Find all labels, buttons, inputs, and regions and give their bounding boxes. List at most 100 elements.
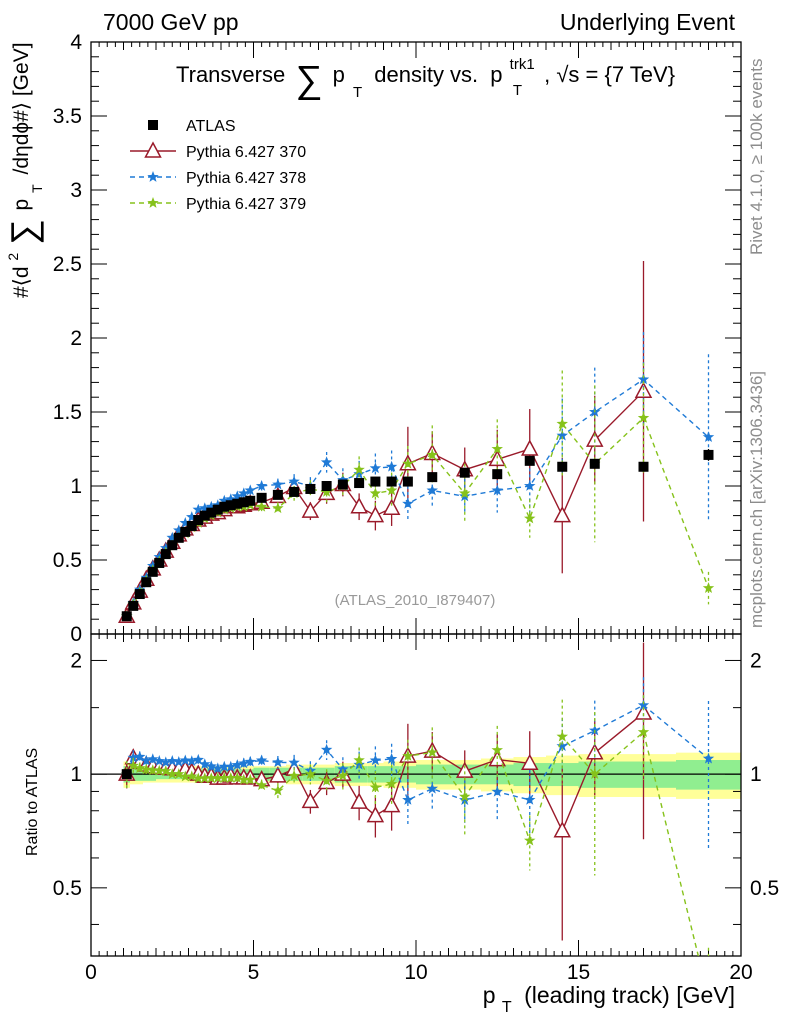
atlas-point — [147, 566, 158, 577]
p378-point — [255, 480, 268, 491]
p378-point — [385, 752, 398, 764]
p378-point — [402, 497, 414, 509]
p378-point — [369, 754, 382, 766]
xlabel-t: T — [502, 999, 512, 1016]
p379-point — [304, 768, 317, 779]
p370-point — [634, 703, 653, 720]
p378-point — [702, 752, 715, 764]
p378-point — [199, 758, 211, 770]
p378-point — [205, 760, 217, 772]
p379-point — [205, 772, 217, 784]
x-tick-label: 10 — [404, 961, 427, 984]
p378-point — [353, 758, 365, 770]
y-tick-label: 2 — [70, 327, 82, 350]
atlas-point — [256, 492, 267, 503]
p378-line — [126, 378, 709, 617]
p379-point — [556, 730, 568, 742]
legend-label-p379: Pythia 6.427 379 — [186, 196, 306, 213]
atlas-point — [160, 549, 171, 560]
p379-point — [179, 770, 191, 782]
p378-point — [186, 755, 198, 766]
p379-point — [459, 790, 471, 802]
atlas-point — [321, 481, 332, 491]
atlas-point — [557, 461, 568, 472]
p378-point — [637, 699, 650, 711]
p378-point — [166, 755, 178, 766]
p378-point — [173, 524, 185, 536]
title-part-c: , √s = {7 TeV} — [544, 62, 675, 87]
p379-point — [524, 834, 536, 846]
p379-point — [589, 768, 601, 779]
p370-point — [350, 792, 368, 809]
p379-point — [127, 759, 139, 771]
ratio-tick-label-right: 0.5 — [750, 877, 779, 900]
p370-point — [366, 506, 385, 523]
legend-label-p370: Pythia 6.427 370 — [186, 144, 306, 161]
p378-point — [205, 500, 217, 512]
p378-point — [337, 474, 349, 485]
p378-point — [179, 754, 191, 766]
atlas-point — [524, 455, 535, 466]
p379-point — [402, 457, 414, 469]
p379-point — [244, 773, 256, 785]
xlabel-rest: (leading track) [GeV] — [524, 982, 735, 1008]
p378-point — [491, 785, 503, 797]
p379-point — [426, 746, 438, 758]
p379-point — [231, 771, 243, 783]
atlas-point — [354, 478, 365, 489]
atlas-point — [193, 515, 204, 526]
ratio-tick-label-right: 2 — [750, 649, 762, 672]
atlas-point — [238, 497, 249, 508]
p379-point — [385, 778, 398, 789]
p379-point — [491, 443, 503, 454]
p379-point — [153, 764, 165, 776]
y-tick-label: 0.5 — [53, 549, 82, 572]
atlas-point — [589, 458, 600, 469]
atlas-point — [245, 495, 256, 506]
legend-marker-p379 — [147, 197, 159, 208]
p378-point — [231, 759, 243, 770]
p370-point — [301, 501, 320, 518]
p378-point — [491, 484, 503, 496]
ratio-tick-label: 2 — [70, 649, 82, 672]
p378-point — [353, 468, 365, 479]
p379-point — [140, 763, 152, 775]
p379-point — [702, 582, 715, 593]
p378-point — [212, 499, 224, 511]
p379-point — [255, 500, 268, 512]
p378-point — [426, 782, 438, 794]
title-t-sub: T — [353, 84, 362, 101]
atlas-point — [337, 479, 348, 490]
y-tick-label: 2.5 — [53, 253, 82, 276]
p378-point — [637, 373, 650, 385]
title-part-b: density vs. — [374, 62, 478, 87]
p378-point — [288, 475, 300, 487]
p379-point — [385, 484, 398, 496]
legend-marker-p370 — [144, 141, 162, 158]
atlas-point — [289, 486, 300, 497]
atlas-point — [272, 489, 283, 500]
p378-point — [225, 493, 237, 505]
p370-point — [634, 381, 653, 399]
p378-point — [369, 462, 382, 474]
p378-point — [199, 502, 211, 514]
p378-point — [140, 754, 152, 766]
p378-point — [385, 460, 398, 472]
atlas-point — [219, 501, 230, 512]
chart-title: Transverse ∑ p T density vs. p trk1 T , … — [176, 49, 675, 102]
x-tick-label: 5 — [248, 961, 260, 984]
p370-point — [520, 439, 539, 456]
atlas-point — [232, 498, 243, 509]
y-tick-label: 1 — [70, 475, 82, 498]
main-series — [117, 261, 715, 623]
p378-point — [524, 793, 536, 805]
ylabel-a: #⟨d — [10, 266, 33, 298]
analysis-watermark: (ATLAS_2010_I879407) — [335, 592, 496, 609]
p378-point — [160, 756, 172, 768]
p378-point — [320, 456, 333, 468]
p379-point — [272, 502, 284, 514]
p370-point — [382, 498, 401, 515]
atlas-point — [173, 532, 184, 543]
p378-point — [702, 431, 715, 442]
